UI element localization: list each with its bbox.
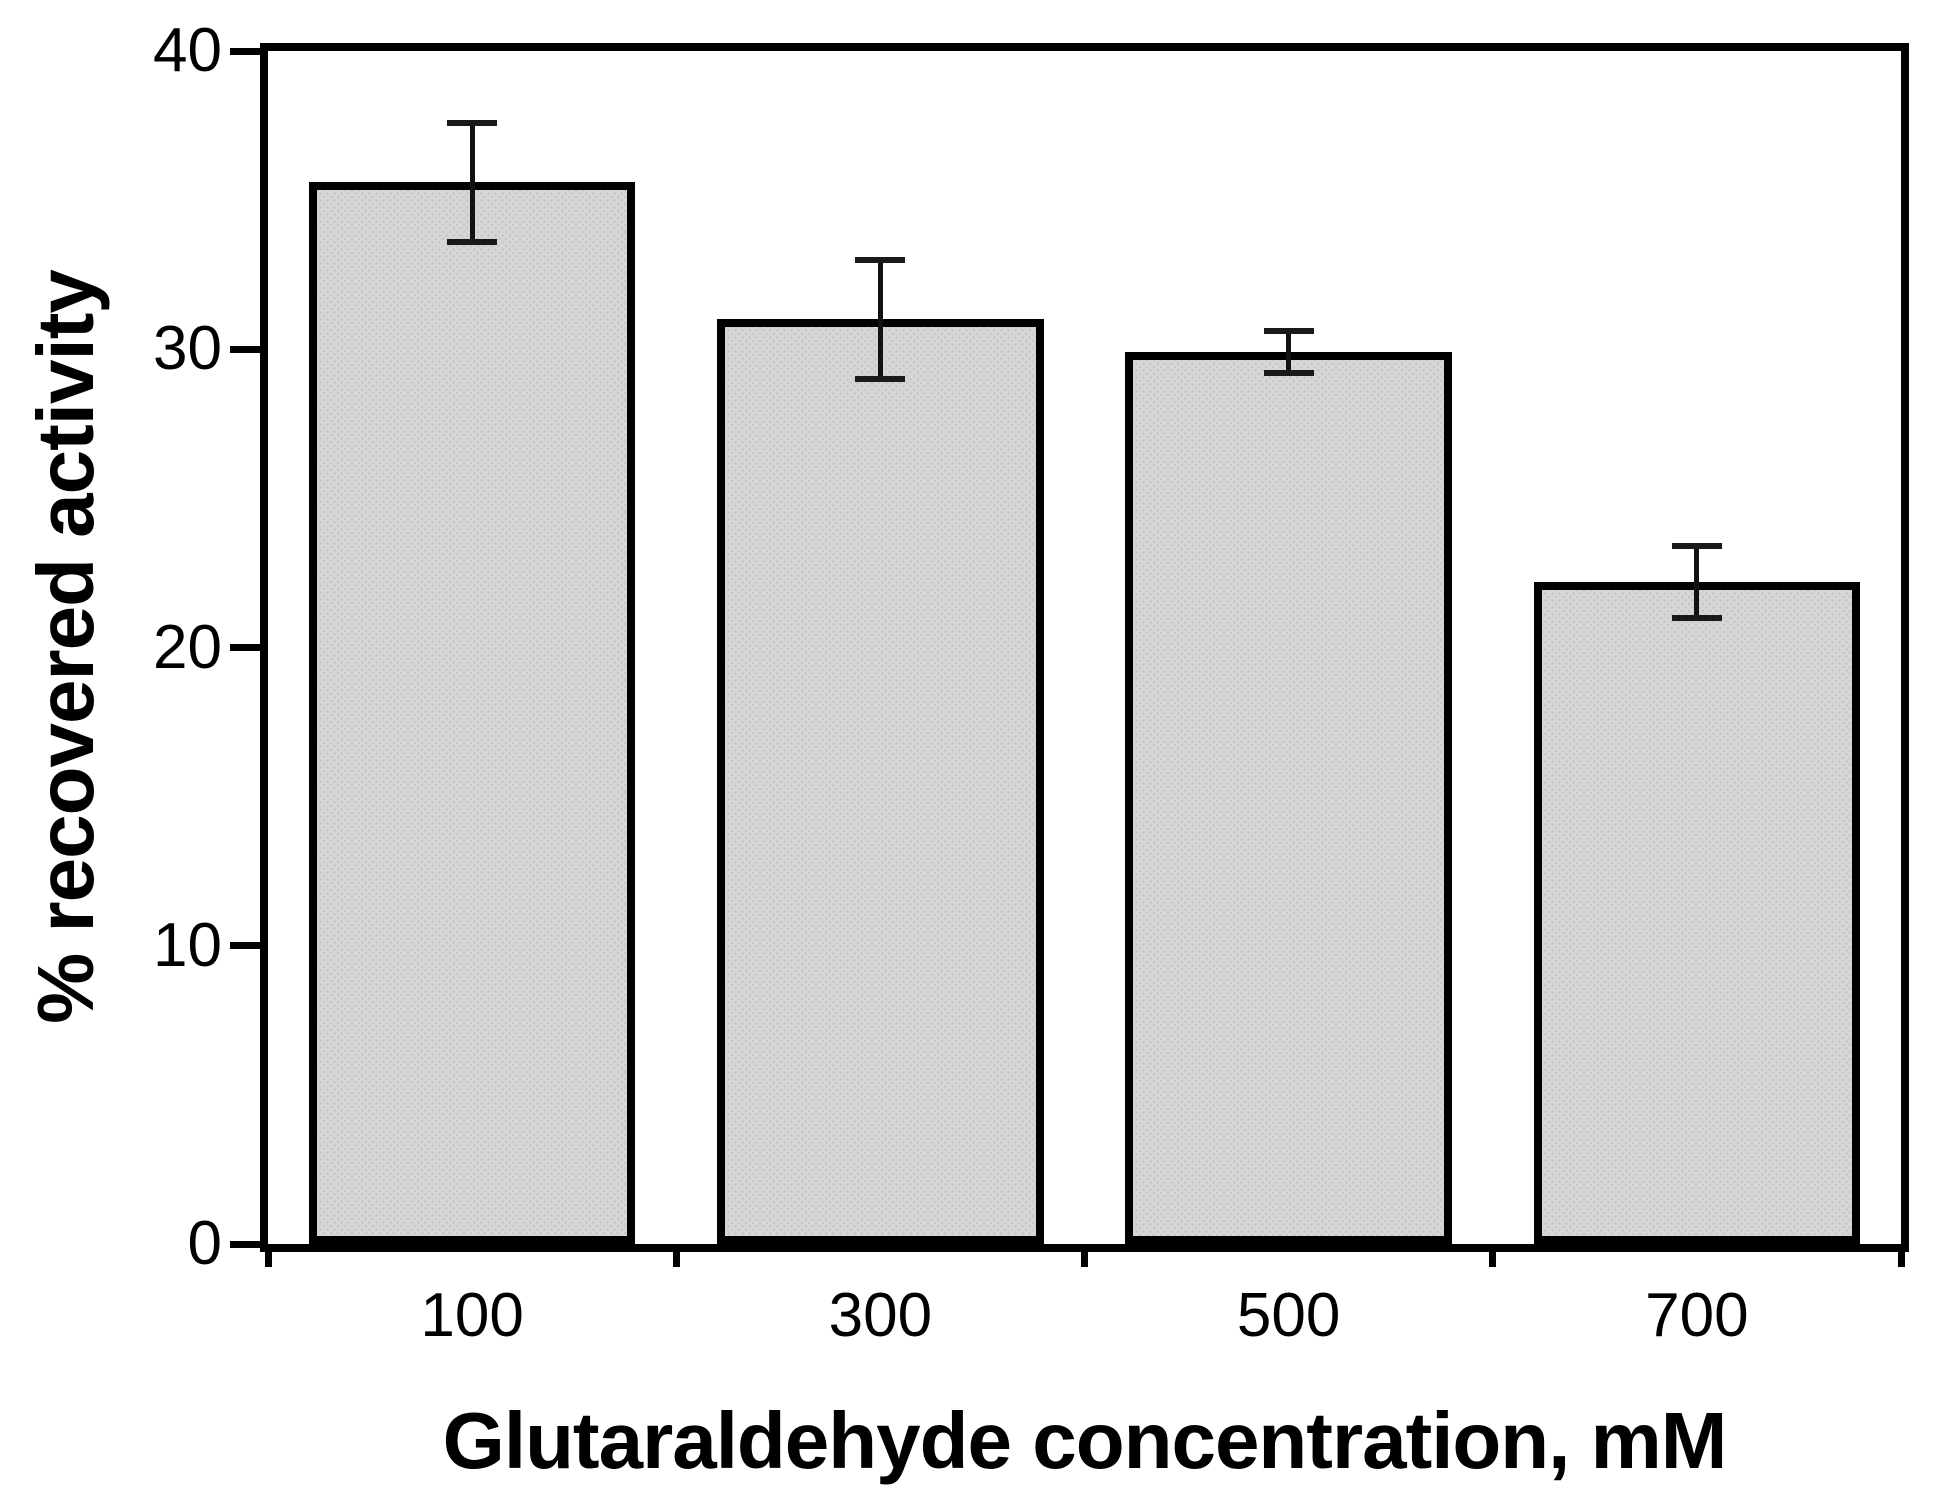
y-axis-tick (230, 1240, 260, 1248)
error-bar-line-500mM (1286, 331, 1292, 374)
error-bar-cap-bottom-500mM (1263, 370, 1314, 377)
y-axis-tick (230, 942, 260, 950)
x-axis-tick-label-700: 700 (1645, 1281, 1749, 1350)
y-axis-tick (230, 47, 260, 55)
y-axis-tick-label: 20 (153, 612, 222, 682)
error-bar-cap-bottom-100mM (447, 238, 498, 245)
error-bar-cap-top-500mM (1263, 328, 1314, 335)
bar-700mM (1533, 581, 1861, 1244)
bar-500mM (1125, 352, 1452, 1244)
x-axis-title: Glutaraldehyde concentration, mM (442, 1396, 1728, 1485)
error-bar-cap-bottom-700mM (1671, 614, 1722, 621)
error-bar-cap-bottom-300mM (855, 376, 906, 383)
x-axis-tick-label-300: 300 (828, 1281, 933, 1350)
y-axis-tick (230, 345, 260, 353)
x-axis-tick (1489, 1252, 1497, 1267)
y-axis-tick-label: 30 (153, 314, 222, 384)
y-axis-tick-label: 10 (153, 910, 222, 980)
error-bar-line-700mM (1694, 546, 1700, 618)
error-bar-cap-top-300mM (855, 256, 906, 263)
y-axis-tick (230, 644, 260, 651)
error-bar-line-100mM (469, 122, 475, 242)
y-axis-tick-label: 40 (153, 16, 222, 85)
x-axis-tick-label-500: 500 (1236, 1281, 1341, 1350)
error-bar-cap-top-100mM (447, 119, 498, 126)
y-axis-tick-label: 0 (187, 1209, 222, 1278)
x-axis-tick (1897, 1252, 1905, 1267)
error-bar-line-300mM (877, 259, 883, 380)
bar-300mM (717, 319, 1044, 1244)
x-axis-tick (1081, 1252, 1088, 1267)
x-axis-tick-label-100: 100 (420, 1281, 524, 1350)
bar-100mM (308, 182, 636, 1244)
x-axis-tick (264, 1252, 272, 1267)
error-bar-cap-top-700mM (1671, 543, 1722, 550)
x-axis-tick (672, 1252, 680, 1267)
